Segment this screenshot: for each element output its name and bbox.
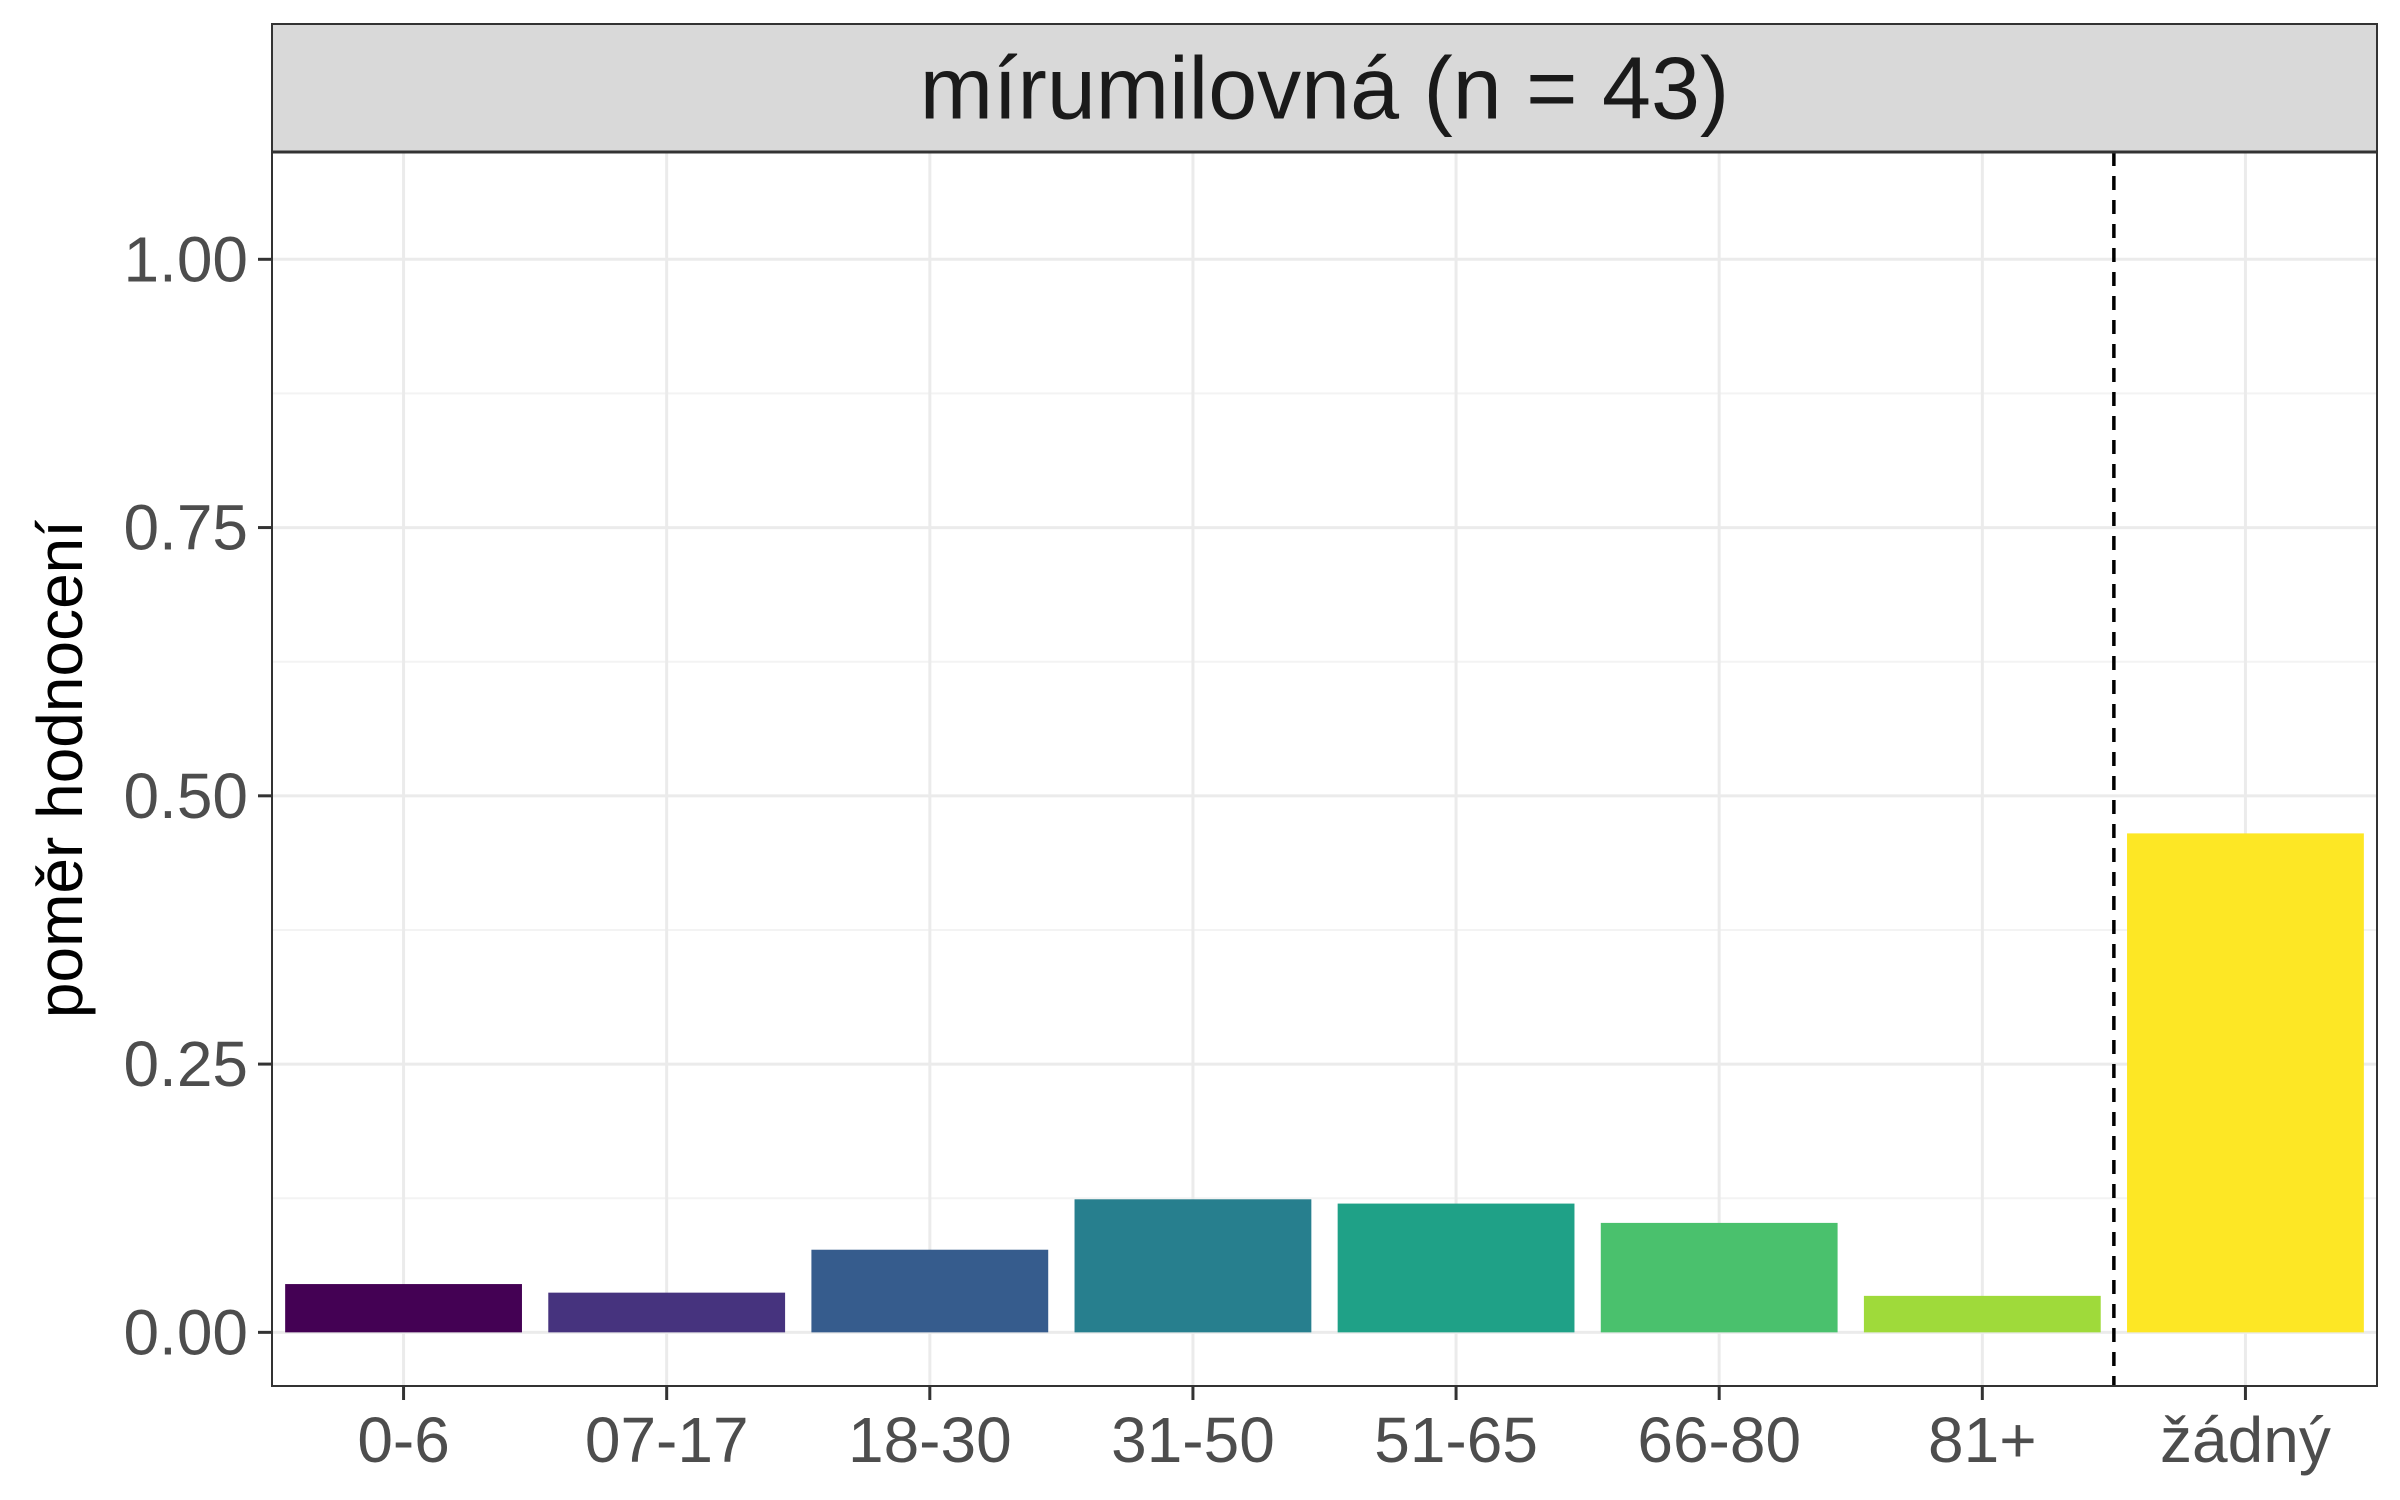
facet-title: mírumilovná (n = 43)	[920, 39, 1729, 138]
x-tick-label: 07-17	[585, 1404, 749, 1476]
bar-07-17	[548, 1292, 786, 1333]
x-tick-label: 0-6	[357, 1404, 450, 1476]
bar-18-30	[811, 1249, 1049, 1333]
y-tick-label: 0.00	[123, 1296, 248, 1368]
gridlines	[272, 152, 2377, 1386]
x-tick-label: žádný	[2160, 1404, 2331, 1476]
y-axis-title: poměr hodnocení	[24, 520, 96, 1018]
x-tick-label: 51-65	[1374, 1404, 1538, 1476]
y-tick-label: 0.25	[123, 1028, 248, 1100]
x-tick-label: 31-50	[1111, 1404, 1275, 1476]
bar-0-6	[285, 1284, 522, 1333]
bar-31-50	[1074, 1199, 1312, 1333]
plot-panel	[272, 152, 2377, 1386]
bar-66-80	[1600, 1222, 1838, 1333]
y-tick-label: 1.00	[123, 223, 248, 295]
y-tick-label: 0.50	[123, 760, 248, 832]
bar-žádný	[2127, 833, 2364, 1333]
facet-strip	[271, 23, 2378, 153]
x-axis: 0-6 07-17 18-30 31-50 51-65 66-80 81+ žádný	[357, 1386, 2331, 1476]
bar-81+	[1863, 1295, 2101, 1333]
x-tick-label: 66-80	[1637, 1404, 1801, 1476]
bars	[285, 833, 2364, 1333]
y-axis: 0.00 0.25 0.50 0.75 1.00	[123, 223, 272, 1368]
x-tick-label: 18-30	[848, 1404, 1012, 1476]
bar-51-65	[1337, 1203, 1575, 1333]
y-tick-label: 0.75	[123, 492, 248, 564]
x-tick-label: 81+	[1928, 1404, 2037, 1476]
